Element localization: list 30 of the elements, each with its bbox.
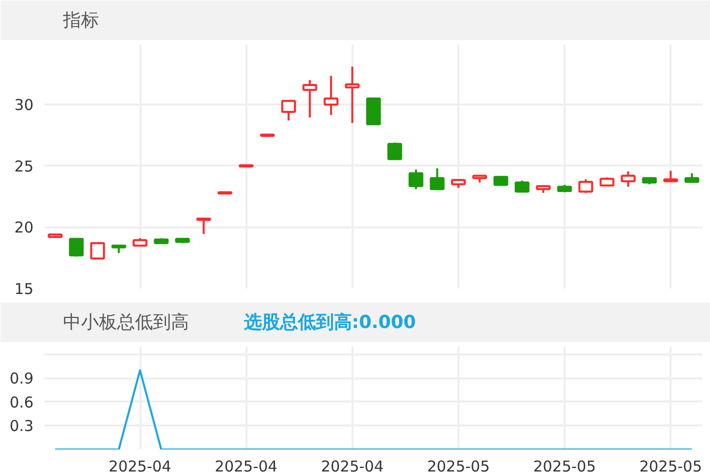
y-tick-label: 30 — [14, 96, 34, 114]
candlestick — [302, 79, 318, 118]
candlestick — [408, 168, 424, 190]
y-tick-label: 25 — [14, 157, 34, 176]
y-tick-label: 0.9 — [10, 370, 34, 388]
text: 选股总低到高:0.000 — [242, 312, 416, 333]
chart-title: 指标 — [62, 10, 100, 31]
x-tick-label: 2025-05 — [427, 458, 490, 473]
candlestick — [344, 66, 360, 124]
y-tick-label: 0.6 — [10, 393, 34, 412]
x-tick-label: 2025-05 — [639, 458, 702, 473]
candlestick — [578, 178, 594, 194]
candlestick — [620, 170, 636, 188]
candlestick — [281, 100, 296, 122]
candlestick — [430, 167, 445, 190]
x-tick-label: 2025-04 — [320, 458, 384, 473]
y-tick-label: 20 — [14, 218, 34, 237]
x-tick-label: 2025-04 — [108, 458, 172, 473]
candlestick — [514, 180, 530, 193]
candlestick — [324, 74, 338, 116]
candlestick — [663, 170, 678, 182]
y-tick-label: 0.3 — [10, 417, 34, 436]
chart-title: 中小板总低到高 — [63, 312, 190, 333]
candlestick — [196, 218, 212, 235]
x-tick-label: 2025-05 — [533, 458, 596, 473]
candlestick — [387, 142, 402, 160]
x-tick-label: 2025-04 — [214, 458, 278, 473]
y-tick-label: 15 — [14, 280, 34, 298]
candlestick — [68, 238, 84, 258]
candlestick — [90, 242, 105, 260]
